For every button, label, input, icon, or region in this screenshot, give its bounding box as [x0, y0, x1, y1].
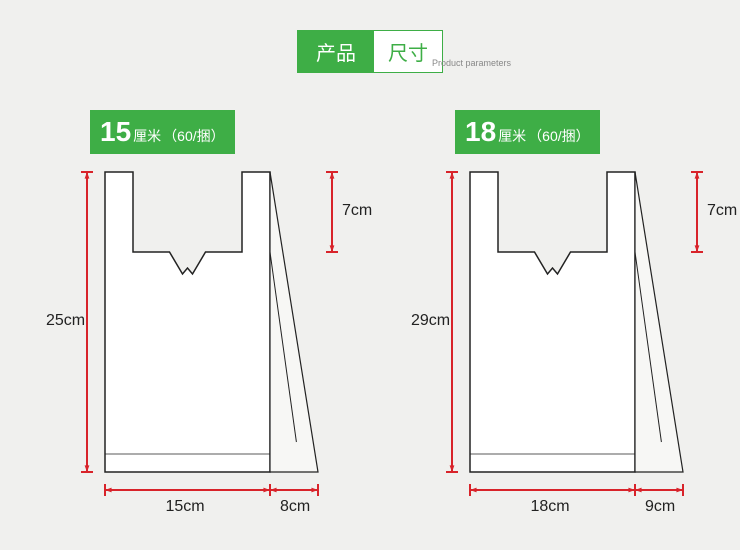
size-badge: 18厘米（60/捆）: [455, 110, 600, 154]
badge-num: 18: [465, 116, 496, 148]
badge-pack: （60/捆）: [528, 126, 589, 146]
title-left: 产品: [298, 31, 374, 72]
title-right-text: 尺寸: [388, 43, 428, 65]
title-header: 产品 尺寸 Product parameters: [297, 30, 443, 73]
badge-num: 15: [100, 116, 131, 148]
handle-label: 7cm: [342, 202, 372, 220]
badge-unit: 厘米: [133, 126, 161, 146]
width-label: 18cm: [531, 498, 570, 516]
height-label: 25cm: [46, 312, 85, 330]
gusset-label: 9cm: [645, 498, 675, 516]
bag-svg: [415, 162, 740, 522]
size-badge: 15厘米（60/捆）: [90, 110, 235, 154]
badge-unit: 厘米: [498, 126, 526, 146]
gusset-label: 8cm: [280, 498, 310, 516]
height-label: 29cm: [411, 312, 450, 330]
bag-panel-0: 15厘米（60/捆）25cm7cm15cm8cm: [50, 110, 380, 532]
bag-diagram: 25cm7cm15cm8cm: [50, 162, 380, 532]
badge-pack: （60/捆）: [163, 126, 224, 146]
bag-svg: [50, 162, 380, 522]
bag-panel-1: 18厘米（60/捆）29cm7cm18cm9cm: [415, 110, 740, 532]
handle-label: 7cm: [707, 202, 737, 220]
title-right: 尺寸 Product parameters: [374, 31, 442, 72]
title-sub: Product parameters: [432, 58, 511, 68]
bag-diagram: 29cm7cm18cm9cm: [415, 162, 740, 532]
width-label: 15cm: [166, 498, 205, 516]
